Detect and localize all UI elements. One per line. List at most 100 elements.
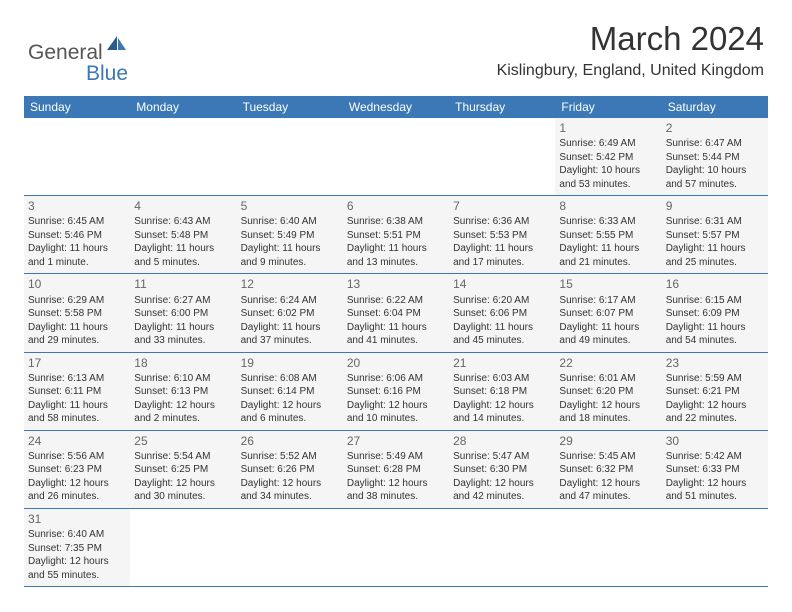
day-sunset: Sunset: 6:30 PM	[453, 463, 551, 477]
day-daylight: Daylight: 11 hours and 58 minutes.	[28, 399, 126, 426]
day-sunrise: Sunrise: 6:22 AM	[347, 294, 445, 308]
day-number: 28	[453, 433, 551, 449]
calendar-header-row: SundayMondayTuesdayWednesdayThursdayFrid…	[24, 96, 768, 118]
day-sunset: Sunset: 7:35 PM	[28, 542, 126, 556]
day-daylight: Daylight: 12 hours and 2 minutes.	[134, 399, 232, 426]
day-sunrise: Sunrise: 5:56 AM	[28, 450, 126, 464]
calendar-day-cell: 26Sunrise: 5:52 AMSunset: 6:26 PMDayligh…	[237, 431, 343, 508]
calendar-day-cell: 4Sunrise: 6:43 AMSunset: 5:48 PMDaylight…	[130, 196, 236, 273]
day-sunset: Sunset: 6:00 PM	[134, 307, 232, 321]
calendar-day-cell: 27Sunrise: 5:49 AMSunset: 6:28 PMDayligh…	[343, 431, 449, 508]
calendar-day-cell: 24Sunrise: 5:56 AMSunset: 6:23 PMDayligh…	[24, 431, 130, 508]
day-sunset: Sunset: 5:57 PM	[666, 229, 764, 243]
calendar-day-cell: 18Sunrise: 6:10 AMSunset: 6:13 PMDayligh…	[130, 353, 236, 430]
day-sunrise: Sunrise: 5:42 AM	[666, 450, 764, 464]
day-daylight: Daylight: 11 hours and 41 minutes.	[347, 321, 445, 348]
day-sunrise: Sunrise: 6:01 AM	[559, 372, 657, 386]
day-sunrise: Sunrise: 6:15 AM	[666, 294, 764, 308]
day-sunrise: Sunrise: 6:49 AM	[559, 137, 657, 151]
day-number: 3	[28, 198, 126, 214]
day-sunset: Sunset: 6:06 PM	[453, 307, 551, 321]
day-sunrise: Sunrise: 6:45 AM	[28, 215, 126, 229]
calendar-day-cell: 8Sunrise: 6:33 AMSunset: 5:55 PMDaylight…	[555, 196, 661, 273]
calendar-row: 10Sunrise: 6:29 AMSunset: 5:58 PMDayligh…	[24, 274, 768, 352]
calendar-day-cell: 1Sunrise: 6:49 AMSunset: 5:42 PMDaylight…	[555, 118, 661, 195]
calendar-empty-cell	[449, 118, 555, 195]
calendar-day-cell: 16Sunrise: 6:15 AMSunset: 6:09 PMDayligh…	[662, 274, 768, 351]
calendar-day-cell: 15Sunrise: 6:17 AMSunset: 6:07 PMDayligh…	[555, 274, 661, 351]
day-number: 21	[453, 355, 551, 371]
day-number: 25	[134, 433, 232, 449]
day-sunset: Sunset: 5:51 PM	[347, 229, 445, 243]
day-sunrise: Sunrise: 5:59 AM	[666, 372, 764, 386]
day-number: 12	[241, 276, 339, 292]
day-daylight: Daylight: 12 hours and 30 minutes.	[134, 477, 232, 504]
day-number: 2	[666, 120, 764, 136]
calendar-day-cell: 28Sunrise: 5:47 AMSunset: 6:30 PMDayligh…	[449, 431, 555, 508]
day-sunrise: Sunrise: 6:29 AM	[28, 294, 126, 308]
day-number: 27	[347, 433, 445, 449]
day-number: 8	[559, 198, 657, 214]
calendar-day-cell: 29Sunrise: 5:45 AMSunset: 6:32 PMDayligh…	[555, 431, 661, 508]
calendar-row: 1Sunrise: 6:49 AMSunset: 5:42 PMDaylight…	[24, 118, 768, 196]
calendar-day-cell: 3Sunrise: 6:45 AMSunset: 5:46 PMDaylight…	[24, 196, 130, 273]
month-title: March 2024	[497, 20, 764, 58]
day-sunrise: Sunrise: 5:47 AM	[453, 450, 551, 464]
day-number: 29	[559, 433, 657, 449]
calendar-day-cell: 7Sunrise: 6:36 AMSunset: 5:53 PMDaylight…	[449, 196, 555, 273]
day-daylight: Daylight: 11 hours and 29 minutes.	[28, 321, 126, 348]
day-sunrise: Sunrise: 6:43 AM	[134, 215, 232, 229]
calendar-day-cell: 30Sunrise: 5:42 AMSunset: 6:33 PMDayligh…	[662, 431, 768, 508]
day-daylight: Daylight: 11 hours and 37 minutes.	[241, 321, 339, 348]
day-daylight: Daylight: 12 hours and 10 minutes.	[347, 399, 445, 426]
calendar: SundayMondayTuesdayWednesdayThursdayFrid…	[24, 96, 768, 587]
day-sunrise: Sunrise: 6:47 AM	[666, 137, 764, 151]
day-number: 15	[559, 276, 657, 292]
day-sunset: Sunset: 6:18 PM	[453, 385, 551, 399]
sail-icon	[107, 36, 127, 57]
day-daylight: Daylight: 11 hours and 5 minutes.	[134, 242, 232, 269]
day-number: 22	[559, 355, 657, 371]
day-daylight: Daylight: 11 hours and 33 minutes.	[134, 321, 232, 348]
day-daylight: Daylight: 11 hours and 25 minutes.	[666, 242, 764, 269]
day-sunset: Sunset: 6:16 PM	[347, 385, 445, 399]
day-number: 30	[666, 433, 764, 449]
day-sunset: Sunset: 6:11 PM	[28, 385, 126, 399]
calendar-day-cell: 9Sunrise: 6:31 AMSunset: 5:57 PMDaylight…	[662, 196, 768, 273]
day-sunset: Sunset: 6:28 PM	[347, 463, 445, 477]
day-sunset: Sunset: 6:04 PM	[347, 307, 445, 321]
day-sunset: Sunset: 6:32 PM	[559, 463, 657, 477]
day-sunrise: Sunrise: 6:08 AM	[241, 372, 339, 386]
weekday-header: Saturday	[662, 96, 768, 118]
day-sunset: Sunset: 6:14 PM	[241, 385, 339, 399]
calendar-day-cell: 6Sunrise: 6:38 AMSunset: 5:51 PMDaylight…	[343, 196, 449, 273]
day-daylight: Daylight: 11 hours and 49 minutes.	[559, 321, 657, 348]
day-sunset: Sunset: 5:55 PM	[559, 229, 657, 243]
day-sunrise: Sunrise: 5:49 AM	[347, 450, 445, 464]
day-sunrise: Sunrise: 6:31 AM	[666, 215, 764, 229]
day-sunset: Sunset: 5:48 PM	[134, 229, 232, 243]
day-number: 6	[347, 198, 445, 214]
day-number: 24	[28, 433, 126, 449]
calendar-day-cell: 19Sunrise: 6:08 AMSunset: 6:14 PMDayligh…	[237, 353, 343, 430]
calendar-day-cell: 2Sunrise: 6:47 AMSunset: 5:44 PMDaylight…	[662, 118, 768, 195]
day-sunrise: Sunrise: 6:38 AM	[347, 215, 445, 229]
day-sunrise: Sunrise: 5:45 AM	[559, 450, 657, 464]
calendar-row: 3Sunrise: 6:45 AMSunset: 5:46 PMDaylight…	[24, 196, 768, 274]
calendar-empty-cell	[237, 118, 343, 195]
calendar-day-cell: 21Sunrise: 6:03 AMSunset: 6:18 PMDayligh…	[449, 353, 555, 430]
day-daylight: Daylight: 11 hours and 21 minutes.	[559, 242, 657, 269]
day-number: 19	[241, 355, 339, 371]
calendar-empty-cell	[343, 509, 449, 586]
calendar-empty-cell	[343, 118, 449, 195]
weekday-header: Wednesday	[343, 96, 449, 118]
calendar-day-cell: 5Sunrise: 6:40 AMSunset: 5:49 PMDaylight…	[237, 196, 343, 273]
day-daylight: Daylight: 12 hours and 47 minutes.	[559, 477, 657, 504]
day-daylight: Daylight: 10 hours and 53 minutes.	[559, 164, 657, 191]
calendar-empty-cell	[662, 509, 768, 586]
day-sunset: Sunset: 6:25 PM	[134, 463, 232, 477]
calendar-day-cell: 20Sunrise: 6:06 AMSunset: 6:16 PMDayligh…	[343, 353, 449, 430]
day-number: 7	[453, 198, 551, 214]
day-daylight: Daylight: 12 hours and 6 minutes.	[241, 399, 339, 426]
day-sunrise: Sunrise: 6:13 AM	[28, 372, 126, 386]
